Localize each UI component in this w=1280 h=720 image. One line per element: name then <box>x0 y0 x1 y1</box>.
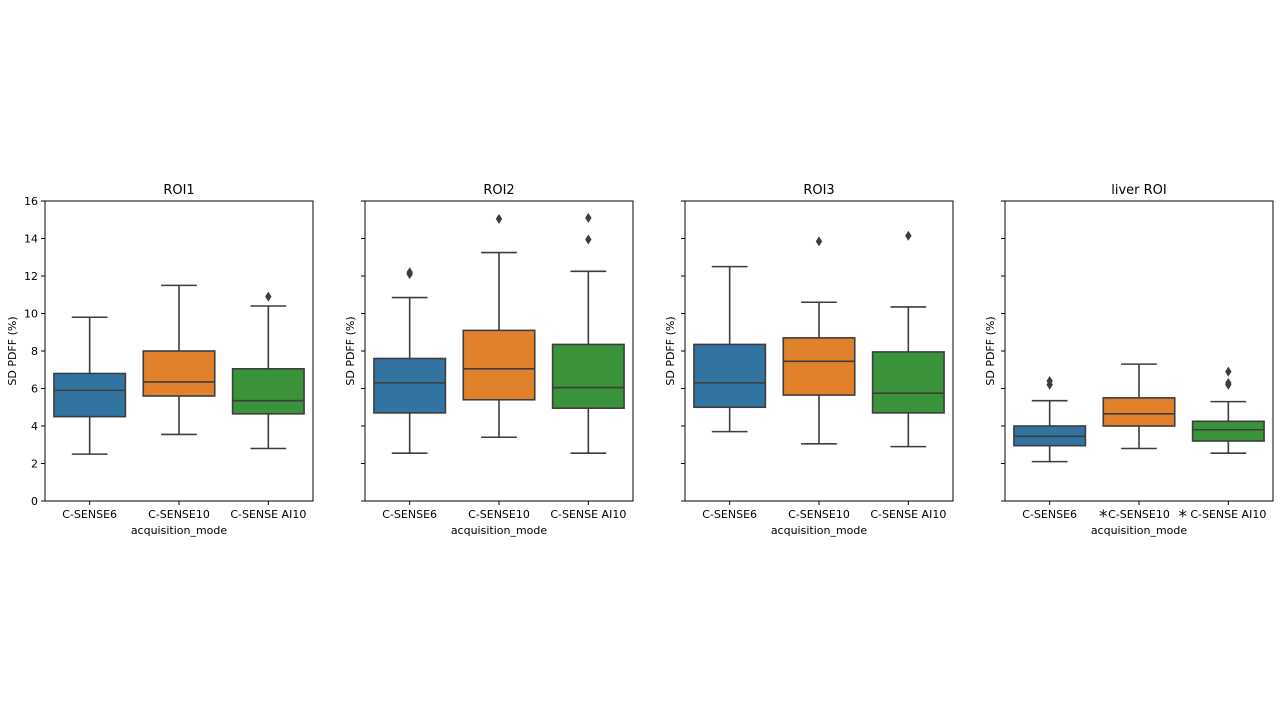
chart-panel-3: ROI3 SD PDFF (%) C-SENSE6 C-SENSE10 C-SENSE … <box>664 183 954 537</box>
box-1 <box>1102 363 1176 450</box>
box-1 <box>142 284 216 436</box>
panel-title: ROI1 <box>163 183 194 198</box>
x-tick-label: C-SENSE6 <box>702 508 757 521</box>
box-0 <box>1013 376 1087 463</box>
box-2 <box>1191 366 1265 454</box>
box-0 <box>693 265 767 433</box>
plot-frame <box>684 200 954 502</box>
outlier-point <box>1046 376 1053 386</box>
x-tick-label: C-SENSE10 <box>148 508 210 521</box>
plot-frame <box>1004 200 1274 502</box>
box-2 <box>871 230 945 448</box>
x-axis-label: acquisition_mode <box>1091 524 1188 537</box>
y-axis-label: SD PDFF (%) <box>664 316 677 385</box>
x-tick-label: C-SENSE10 <box>788 508 850 521</box>
panel-title: liver ROI <box>1111 183 1167 198</box>
x-tick-label: C-SENSE6 <box>1022 508 1077 521</box>
chart-panel-1: ROI1 0 2 4 6 8 10 12 14 16 SD PDFF (%) C-SENSE6 C-SE… <box>6 183 314 537</box>
panel-title: ROI3 <box>803 183 834 198</box>
y-axis-label: SD PDFF (%) <box>984 316 997 385</box>
y-tick-label: 8 <box>31 345 38 358</box>
outlier-point <box>1225 377 1232 388</box>
box-body <box>231 368 305 415</box>
outlier-point <box>495 213 503 224</box>
plot-frame <box>364 200 634 502</box>
x-tick-label: C-SENSE AI10 <box>550 508 626 521</box>
y-axis-label: SD PDFF (%) <box>344 316 357 385</box>
plot-frame <box>44 200 314 502</box>
y-tick-label: 6 <box>31 383 38 396</box>
box-2 <box>551 212 625 454</box>
box-body <box>1191 420 1265 442</box>
box-1 <box>462 213 536 439</box>
box-body <box>782 337 856 396</box>
box-body <box>551 343 625 409</box>
outlier-point <box>585 234 592 245</box>
box-body <box>462 329 536 401</box>
chart-panel-2: ROI2 SD PDFF (%) C-SENSE6 C-SENSE10 C-SENSE … <box>344 183 634 537</box>
y-tick-label: 16 <box>24 195 38 208</box>
outlier-point <box>406 267 413 278</box>
significance-marker: * <box>1178 507 1187 527</box>
box-body <box>1102 397 1176 427</box>
y-tick-label: 14 <box>24 233 38 246</box>
x-tick-label: C-SENSE10 <box>1108 508 1170 521</box>
y-tick-label: 2 <box>31 458 38 471</box>
significance-marker: * <box>1099 507 1108 527</box>
box-0 <box>373 267 447 454</box>
x-tick-label: C-SENSE AI10 <box>1190 508 1266 521</box>
y-tick-label: 4 <box>31 420 38 433</box>
x-tick-label: C-SENSE6 <box>62 508 117 521</box>
x-tick-label: C-SENSE10 <box>468 508 530 521</box>
x-tick-label: C-SENSE AI10 <box>870 508 946 521</box>
outlier-point <box>905 230 912 241</box>
outlier-point <box>585 212 592 223</box>
outlier-point <box>815 236 823 247</box>
y-tick-label: 12 <box>24 270 38 283</box>
x-axis-label: acquisition_mode <box>451 524 548 537</box>
x-axis-label: acquisition_mode <box>131 524 228 537</box>
y-tick-label: 0 <box>31 495 38 508</box>
x-axis-label: acquisition_mode <box>771 524 868 537</box>
box-body <box>871 351 945 414</box>
y-axis-label: SD PDFF (%) <box>6 316 19 385</box>
box-2 <box>231 291 305 450</box>
outlier-point <box>1225 366 1232 377</box>
box-body <box>53 372 127 418</box>
x-tick-label: C-SENSE AI10 <box>230 508 306 521</box>
box-1 <box>782 236 856 445</box>
outlier-point <box>265 291 272 302</box>
box-body <box>373 357 447 414</box>
panel-title: ROI2 <box>483 183 514 198</box>
box-body <box>142 350 216 397</box>
x-tick-label: C-SENSE6 <box>382 508 437 521</box>
box-0 <box>53 316 127 455</box>
y-tick-label: 10 <box>24 308 38 321</box>
box-body <box>693 343 767 409</box>
